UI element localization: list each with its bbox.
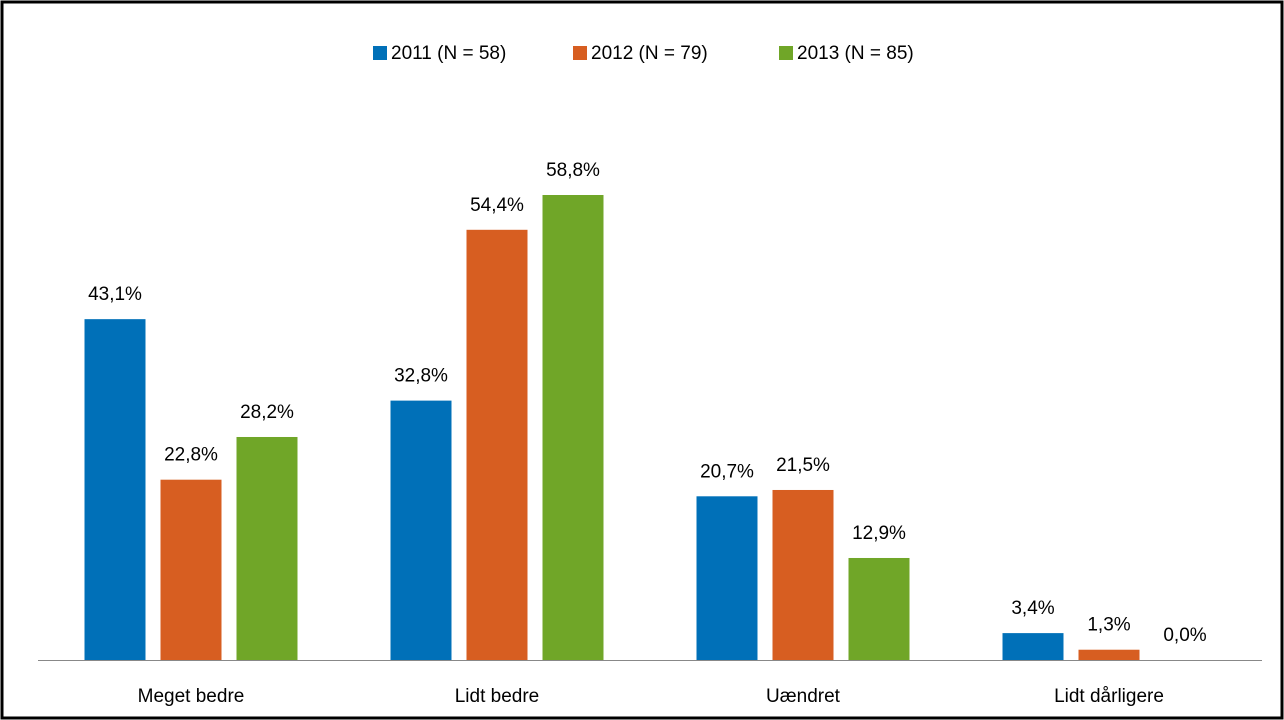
x-tick-label: Lidt bedre	[455, 686, 540, 707]
bar	[848, 557, 910, 660]
bar	[84, 319, 146, 660]
bar	[772, 489, 834, 660]
legend-swatch	[573, 46, 587, 60]
legend-label: 2013 (N = 85)	[797, 43, 914, 64]
legend-label: 2012 (N = 79)	[591, 43, 708, 64]
x-tick-label: Lidt dårligere	[1054, 686, 1164, 707]
bar	[696, 496, 758, 660]
value-label: 58,8%	[546, 160, 600, 181]
bar	[466, 229, 528, 661]
value-label: 0,0%	[1163, 625, 1206, 646]
bar	[1002, 633, 1064, 660]
value-label: 32,8%	[394, 366, 448, 387]
value-label: 20,7%	[700, 461, 754, 482]
legend-swatch	[779, 46, 793, 60]
bar	[160, 479, 222, 660]
bar	[542, 195, 604, 660]
legend-swatch	[373, 46, 387, 60]
value-label: 28,2%	[240, 402, 294, 423]
legend-label: 2011 (N = 58)	[391, 43, 506, 64]
value-label: 54,4%	[470, 195, 524, 216]
value-label: 21,5%	[776, 455, 830, 476]
value-label: 12,9%	[852, 523, 906, 544]
bar	[1078, 649, 1140, 660]
x-tick-label: Uændret	[766, 686, 841, 707]
x-tick-label: Meget bedre	[138, 686, 245, 707]
bar	[390, 400, 452, 660]
value-label: 22,8%	[164, 445, 218, 466]
value-label: 1,3%	[1087, 615, 1130, 636]
value-label: 3,4%	[1011, 598, 1054, 619]
value-label: 43,1%	[88, 284, 142, 305]
bar	[236, 436, 298, 660]
